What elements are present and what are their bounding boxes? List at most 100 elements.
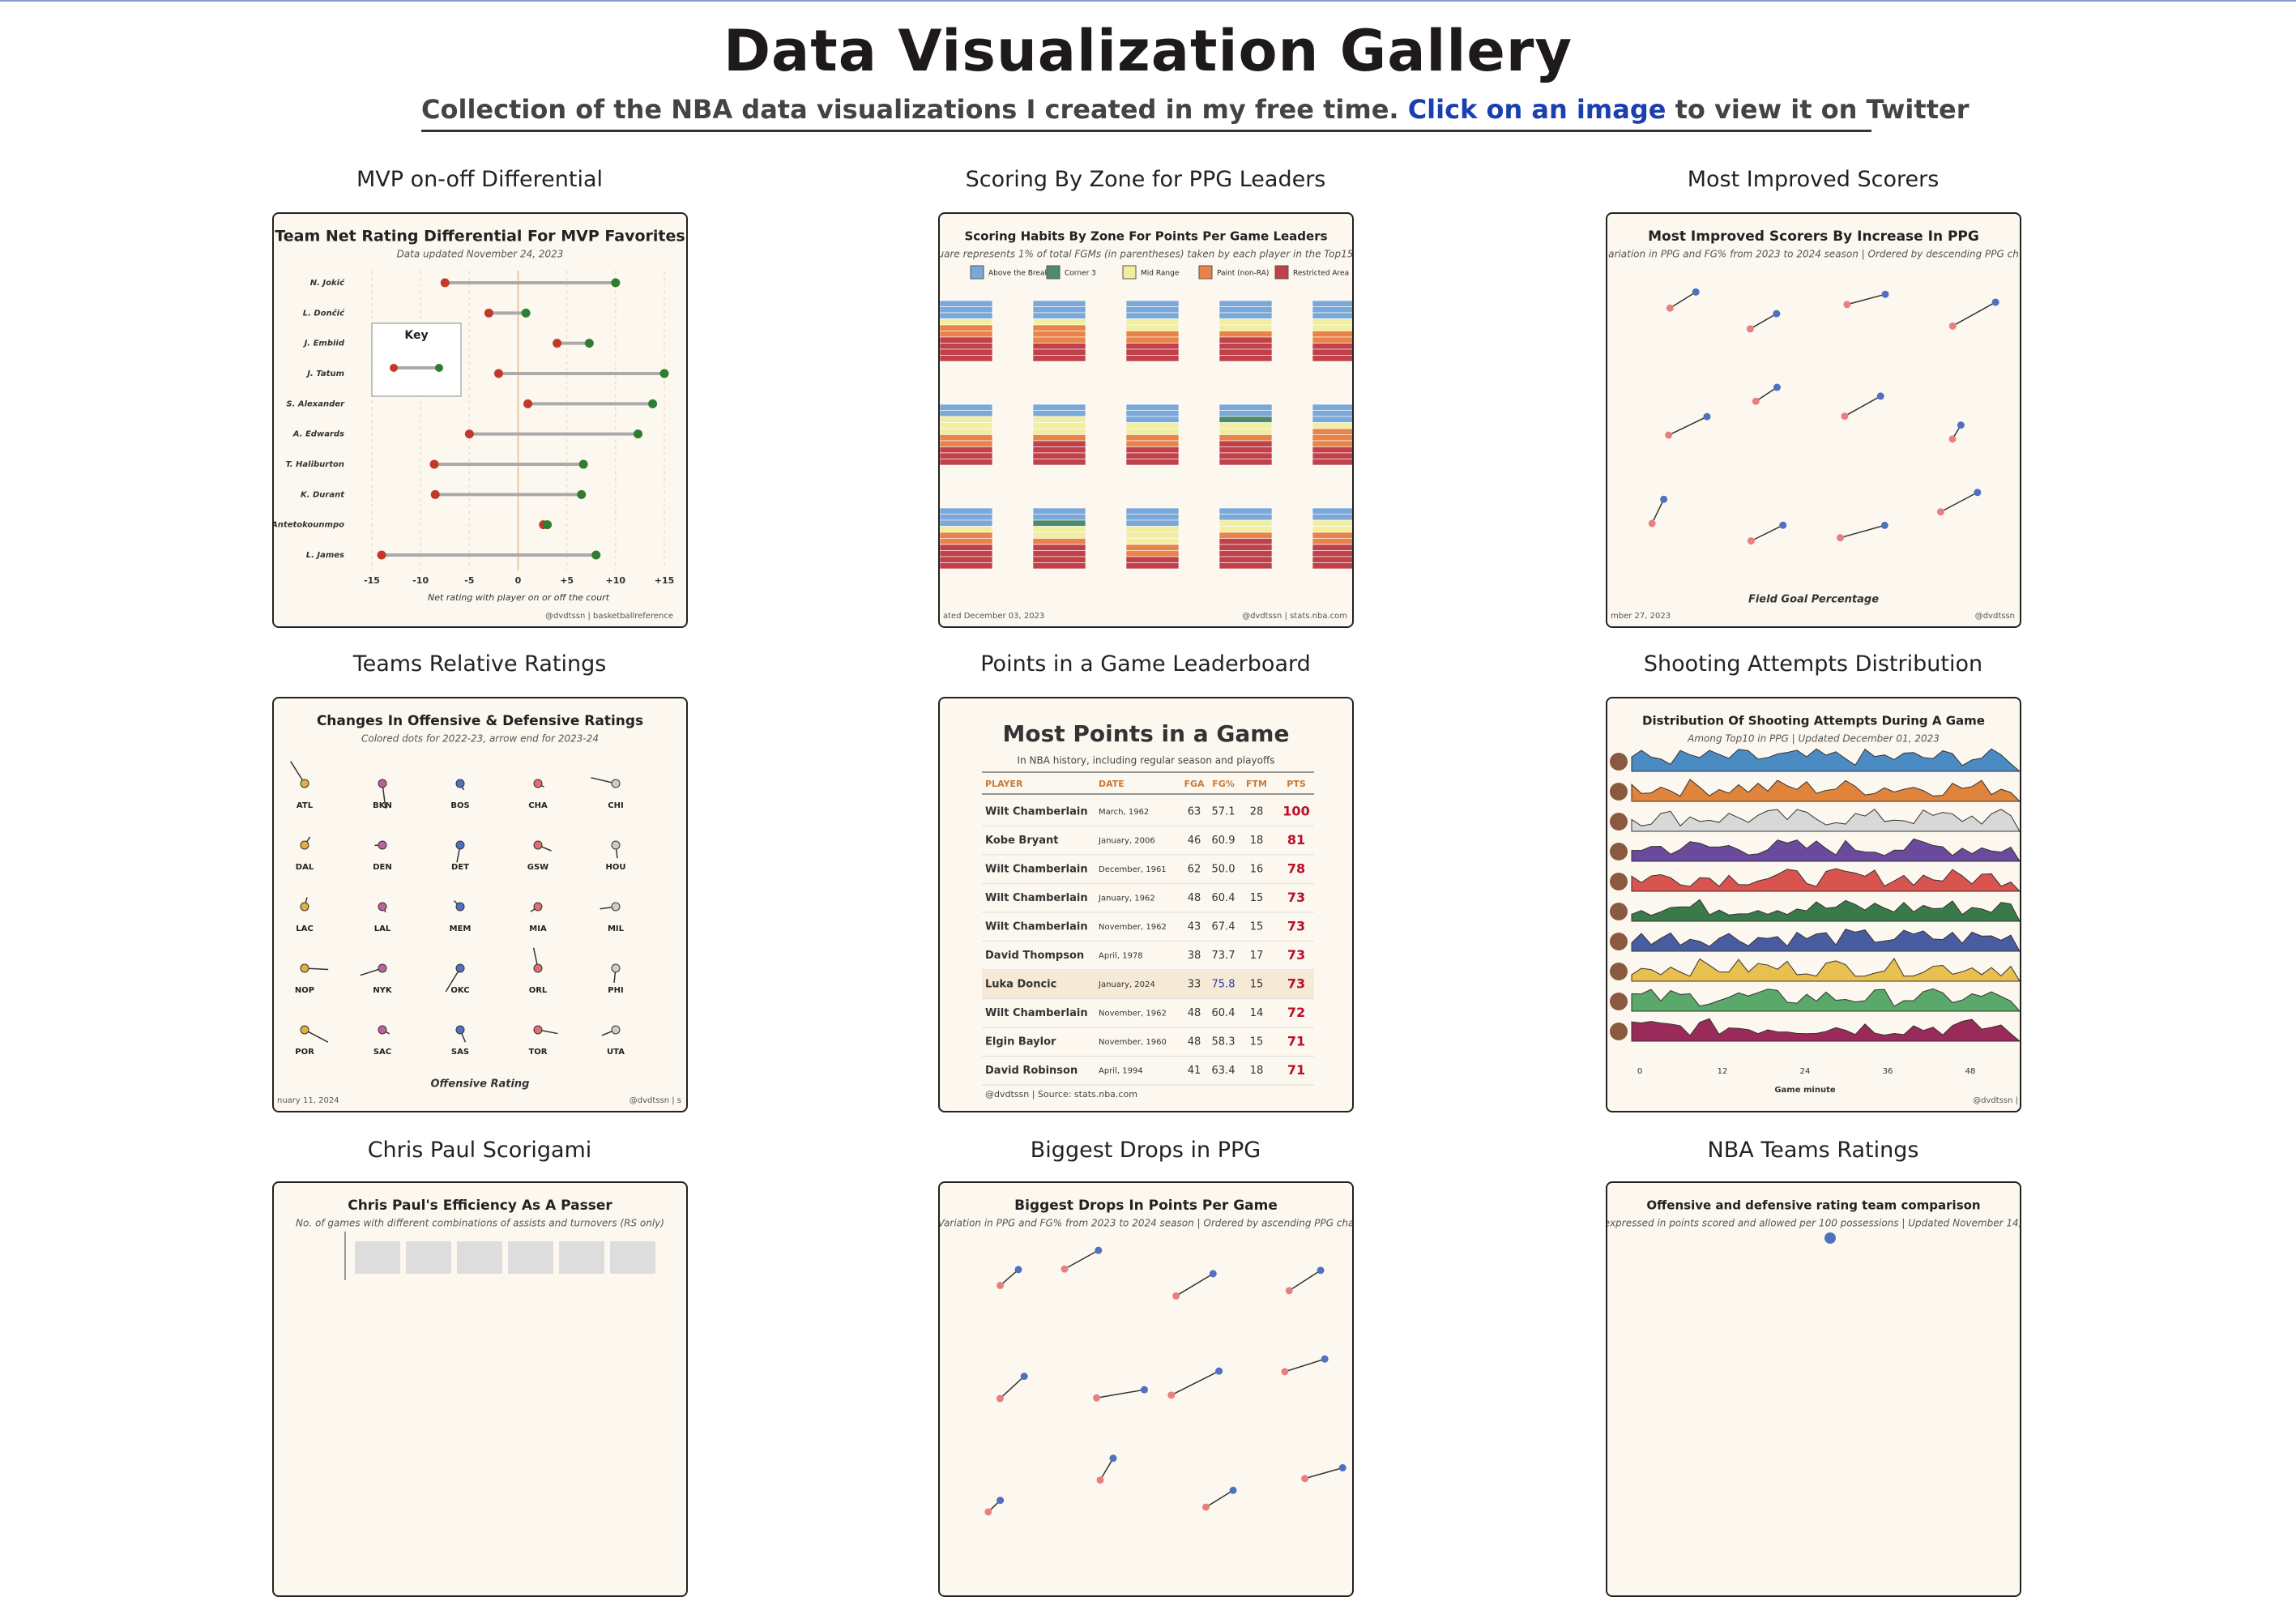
decor-dot <box>612 903 620 911</box>
team-label: PHI <box>608 986 623 995</box>
cell: March, 1962 <box>1099 808 1149 817</box>
gallery-card[interactable]: Most Improved Scorers By Increase In PPG… <box>1606 212 2021 628</box>
thumb-title: Most Points in a Game <box>1003 720 1290 747</box>
ridge <box>1632 839 2020 861</box>
thumb-x-label: Net rating with player on or off the cou… <box>428 592 610 603</box>
team-label: MEM <box>450 924 472 933</box>
on-dot <box>577 490 586 499</box>
grid-cell <box>406 1241 451 1274</box>
waffle-row <box>1126 459 1179 466</box>
cell: 73 <box>1287 947 1305 963</box>
decor-dot <box>534 964 542 972</box>
waffle-row <box>940 356 992 362</box>
waffle-row <box>1033 307 1086 314</box>
gallery-card[interactable]: Scoring Habits By Zone For Points Per Ga… <box>938 212 1354 628</box>
waffle-row <box>1219 356 1272 362</box>
ridge <box>1632 899 2020 921</box>
waffle-row <box>1312 557 1352 563</box>
decor-dot <box>1692 288 1700 296</box>
waffle-row <box>1126 453 1179 459</box>
page: Data Visualization Gallery Collection of… <box>0 0 2296 1258</box>
waffle-row <box>1126 563 1179 570</box>
gallery-card[interactable]: Changes In Offensive & Defensive Ratings… <box>272 697 688 1112</box>
player-icon <box>1610 813 1628 831</box>
waffle-row <box>1126 551 1179 557</box>
waffle-row <box>1033 411 1086 417</box>
thumb-title: Changes In Offensive & Defensive Ratings <box>317 713 643 729</box>
thumb-title: Biggest Drops In Points Per Game <box>1014 1198 1278 1214</box>
waffle-row <box>1126 435 1179 442</box>
cell: 18 <box>1250 1065 1264 1077</box>
waffle-row <box>940 532 992 539</box>
gallery-card[interactable]: Offensive and defensive rating team comp… <box>1606 1181 2021 1597</box>
waffle-row <box>940 557 992 563</box>
waffle-row <box>1033 435 1086 442</box>
on-dot <box>522 309 531 318</box>
off-dot <box>523 399 532 408</box>
waffle-row <box>1219 331 1272 338</box>
waffle-row <box>1312 453 1352 459</box>
x-tick-label: +10 <box>606 575 626 586</box>
waffle-row <box>1033 520 1086 527</box>
waffle-row <box>940 447 992 454</box>
waffle-row <box>1312 447 1352 454</box>
thumbnail: Distribution Of Shooting Attempts During… <box>1607 698 2020 1111</box>
grid-cell <box>457 1241 502 1274</box>
cell: January, 2006 <box>1098 837 1155 846</box>
decor-dot <box>1937 508 1944 515</box>
column-header: PLAYER <box>985 779 1023 789</box>
waffle-row <box>940 325 992 331</box>
card-label: Most Improved Scorers <box>1530 167 2097 192</box>
waffle-row <box>1126 557 1179 563</box>
thumb-credit: @dvdtssn | <box>1973 1096 2018 1105</box>
grid-cell <box>559 1241 604 1274</box>
waffle-row <box>1033 344 1086 350</box>
decor-line <box>1171 1371 1219 1395</box>
waffle-row <box>1312 551 1352 557</box>
cell: 58.3 <box>1212 1036 1235 1048</box>
decor-line <box>1756 387 1777 401</box>
decor-dot <box>1281 1368 1288 1375</box>
key-dot <box>435 364 443 372</box>
gallery-card[interactable]: Team Net Rating Differential For MVP Fav… <box>272 212 688 628</box>
waffle-row <box>1312 532 1352 539</box>
waffle-row <box>1033 544 1086 551</box>
waffle-row <box>1312 441 1352 447</box>
card-label: Shooting Attempts Distribution <box>1530 651 2097 677</box>
decor-dot <box>378 841 386 849</box>
waffle-row <box>1126 344 1179 350</box>
cell: 48 <box>1188 1036 1201 1048</box>
waffle-row <box>1312 435 1352 442</box>
decor-dot <box>1061 1266 1068 1273</box>
player-icon <box>1610 993 1628 1010</box>
waffle-row <box>940 301 992 307</box>
waffle-row <box>1219 459 1272 466</box>
waffle-row <box>1219 337 1272 344</box>
team-label: ATL <box>297 801 314 810</box>
legend-swatch <box>1199 266 1212 279</box>
waffle-row <box>940 441 992 447</box>
cell: 73 <box>1287 919 1305 934</box>
waffle-row <box>940 411 992 417</box>
decor-dot <box>1141 1386 1148 1394</box>
decor-line <box>1750 314 1777 329</box>
grid-cell <box>610 1241 655 1274</box>
waffle-row <box>1312 404 1352 411</box>
waffle-row <box>1312 459 1352 466</box>
subtitle-link[interactable]: Click on an image <box>1408 94 1667 125</box>
team-label: SAC <box>373 1048 391 1057</box>
cell: January, 2024 <box>1098 980 1155 989</box>
cell: 73 <box>1287 976 1305 992</box>
player-name: S. Alexander <box>286 399 345 408</box>
team-label: LAL <box>374 924 391 933</box>
player-icon <box>1610 873 1628 890</box>
decor-line <box>1065 1250 1099 1269</box>
waffle-row <box>1126 325 1179 331</box>
cell: Wilt Chamberlain <box>985 1007 1088 1019</box>
gallery-card[interactable]: Distribution Of Shooting Attempts During… <box>1606 697 2021 1112</box>
player-icon <box>1610 903 1628 920</box>
thumb-x-label: Field Goal Percentage <box>1748 594 1879 606</box>
